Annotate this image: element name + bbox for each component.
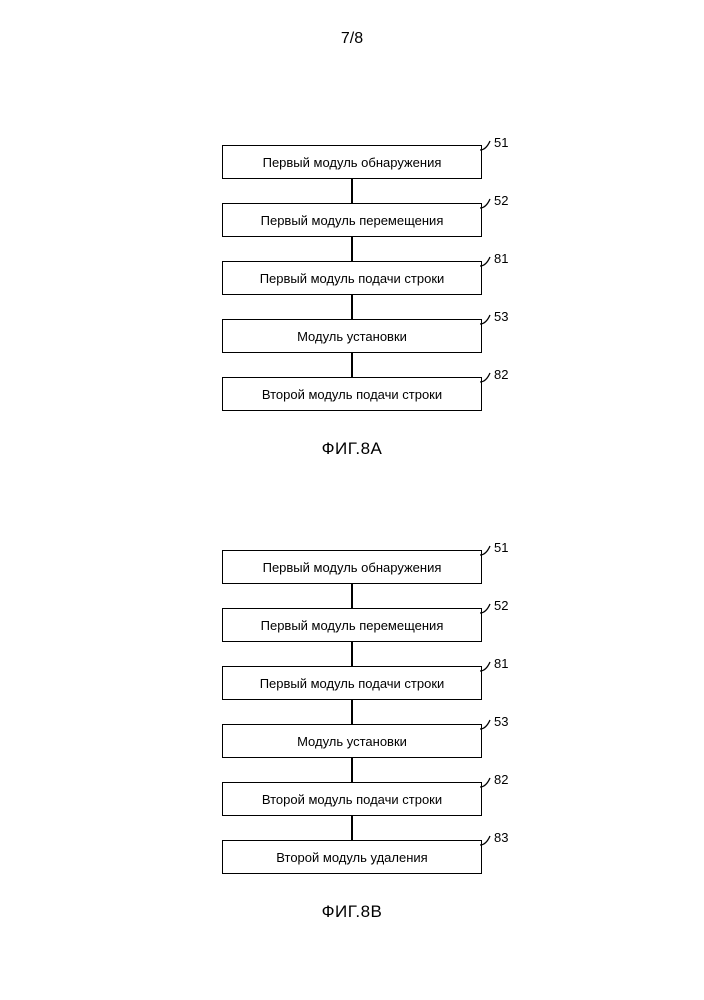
flow-node: Первый модуль перемещения52 bbox=[222, 608, 482, 642]
flow-connector bbox=[351, 758, 353, 782]
flow-node-box: Модуль установки bbox=[222, 319, 482, 353]
diagram-8a: Первый модуль обнаружения51Первый модуль… bbox=[0, 145, 704, 459]
flow-node-box: Первый модуль обнаружения bbox=[222, 145, 482, 179]
flow-connector bbox=[351, 700, 353, 724]
flow-node: Второй модуль подачи строки82 bbox=[222, 377, 482, 411]
flow-node: Модуль установки53 bbox=[222, 724, 482, 758]
figure-caption: ФИГ.8B bbox=[0, 902, 704, 922]
flow-connector bbox=[351, 816, 353, 840]
reference-number: 83 bbox=[494, 830, 508, 845]
flow-node: Первый модуль перемещения52 bbox=[222, 203, 482, 237]
flow-node-box: Второй модуль подачи строки bbox=[222, 377, 482, 411]
flow-node-box: Второй модуль подачи строки bbox=[222, 782, 482, 816]
flow-node-label: Второй модуль подачи строки bbox=[262, 387, 442, 402]
flow-node-box: Модуль установки bbox=[222, 724, 482, 758]
flow-node-label: Модуль установки bbox=[297, 734, 407, 749]
flow-node: Второй модуль удаления83 bbox=[222, 840, 482, 874]
flow-connector bbox=[351, 584, 353, 608]
flow-node-label: Первый модуль обнаружения bbox=[263, 560, 442, 575]
flow-node-label: Первый модуль перемещения bbox=[261, 618, 444, 633]
reference-number: 82 bbox=[494, 772, 508, 787]
flow-node: Первый модуль обнаружения51 bbox=[222, 550, 482, 584]
flow-node: Второй модуль подачи строки82 bbox=[222, 782, 482, 816]
diagram-8b: Первый модуль обнаружения51Первый модуль… bbox=[0, 550, 704, 922]
flow-connector bbox=[351, 353, 353, 377]
reference-number: 52 bbox=[494, 598, 508, 613]
flow-connector bbox=[351, 295, 353, 319]
flow-node-box: Первый модуль подачи строки bbox=[222, 261, 482, 295]
flow-node-box: Первый модуль перемещения bbox=[222, 203, 482, 237]
figure-caption: ФИГ.8A bbox=[0, 439, 704, 459]
flow-node-label: Первый модуль подачи строки bbox=[260, 271, 445, 286]
flow-node: Модуль установки53 bbox=[222, 319, 482, 353]
flow-connector bbox=[351, 642, 353, 666]
flow-node: Первый модуль подачи строки81 bbox=[222, 261, 482, 295]
reference-number: 81 bbox=[494, 656, 508, 671]
reference-number: 51 bbox=[494, 135, 508, 150]
flow-connector bbox=[351, 237, 353, 261]
flow-connector bbox=[351, 179, 353, 203]
flow-node: Первый модуль обнаружения51 bbox=[222, 145, 482, 179]
reference-number: 82 bbox=[494, 367, 508, 382]
flow-node: Первый модуль подачи строки81 bbox=[222, 666, 482, 700]
flow-node-box: Второй модуль удаления bbox=[222, 840, 482, 874]
flow-node-label: Второй модуль подачи строки bbox=[262, 792, 442, 807]
reference-number: 52 bbox=[494, 193, 508, 208]
flow-node-label: Второй модуль удаления bbox=[276, 850, 427, 865]
reference-number: 51 bbox=[494, 540, 508, 555]
flow-node-label: Первый модуль обнаружения bbox=[263, 155, 442, 170]
flow-node-label: Модуль установки bbox=[297, 329, 407, 344]
flow-node-box: Первый модуль обнаружения bbox=[222, 550, 482, 584]
reference-number: 81 bbox=[494, 251, 508, 266]
flow-node-label: Первый модуль подачи строки bbox=[260, 676, 445, 691]
reference-number: 53 bbox=[494, 714, 508, 729]
flow-node-label: Первый модуль перемещения bbox=[261, 213, 444, 228]
flow-node-box: Первый модуль подачи строки bbox=[222, 666, 482, 700]
page-number: 7/8 bbox=[0, 30, 704, 48]
reference-number: 53 bbox=[494, 309, 508, 324]
flow-node-box: Первый модуль перемещения bbox=[222, 608, 482, 642]
